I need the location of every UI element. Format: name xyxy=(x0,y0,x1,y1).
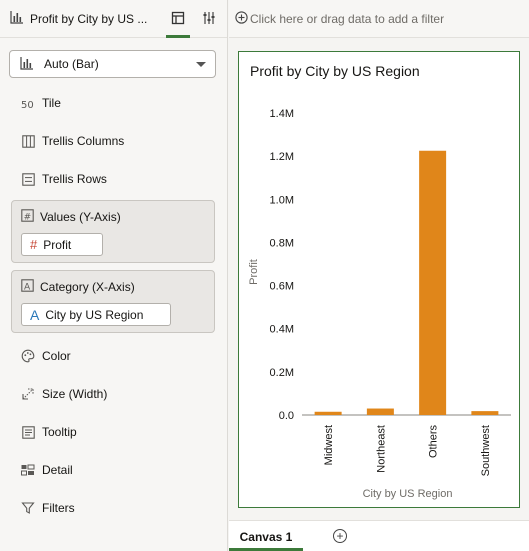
text-box-icon: A xyxy=(21,279,34,295)
filter-placeholder: Click here or drag data to add a filter xyxy=(250,11,445,26)
visualization-card[interactable]: Profit by City by US Region 0.0 0.2M 0.4M 0… xyxy=(238,51,520,508)
grammar-row-label: Size (Width) xyxy=(42,387,108,401)
values-section-label: Values (Y-Axis) xyxy=(40,210,121,224)
add-canvas-button[interactable]: + xyxy=(333,529,347,543)
x-tick-label: Others xyxy=(428,425,440,459)
grammar-row-label: Tooltip xyxy=(42,425,77,439)
grammar-row-trellis-rows[interactable]: Trellis Rows xyxy=(20,169,107,189)
bar-chart: 0.0 0.2M 0.4M 0.6M 0.8M 1.0M 1.2M 1.4M Midwest No… xyxy=(248,108,511,500)
x-tick-label: Midwest xyxy=(323,425,335,465)
y-axis-title: Profit xyxy=(248,259,260,285)
canvas-area: Profit by City by US Region 0.0 0.2M 0.4M 0… xyxy=(229,39,529,520)
visualization-title: Profit by City by US ... xyxy=(30,11,148,26)
funnel-icon xyxy=(20,500,36,516)
y-tick-label: 1.4M xyxy=(270,108,294,120)
canvas-tab-label: Canvas 1 xyxy=(239,529,293,544)
grammar-row-color[interactable]: Color xyxy=(20,346,71,366)
attribute-a-icon: A xyxy=(30,306,40,323)
city-region-pill-label: City by US Region xyxy=(45,307,144,322)
grammar-row-tile[interactable]: 50 Tile xyxy=(20,93,61,113)
canvas-tab-bar: Canvas 1 + xyxy=(229,520,529,551)
x-tick-label: Southwest xyxy=(480,425,492,476)
category-section-label: Category (X-Axis) xyxy=(40,280,135,294)
hash-box-icon: # xyxy=(21,209,34,225)
grammar-row-label: Filters xyxy=(42,501,75,515)
grammar-panel: Profit by City by US ... Auto (Bar) 50 T… xyxy=(0,0,228,551)
grammar-tab[interactable] xyxy=(167,8,189,30)
bar xyxy=(366,408,394,415)
bar xyxy=(471,411,499,415)
grammar-row-size[interactable]: Size (Width) xyxy=(20,384,107,404)
bar-chart-icon xyxy=(10,10,24,27)
add-circle-icon xyxy=(235,10,248,27)
properties-tab[interactable] xyxy=(198,8,220,30)
grammar-row-label: Trellis Rows xyxy=(42,172,107,186)
x-tick-label: Northeast xyxy=(375,425,387,473)
chart-type-dropdown[interactable]: Auto (Bar) xyxy=(9,50,216,78)
y-tick-label: 0.4M xyxy=(270,324,294,336)
size-icon xyxy=(20,386,36,402)
city-region-pill[interactable]: A City by US Region xyxy=(21,303,171,326)
bar xyxy=(314,411,342,415)
panel-header: Profit by City by US ... xyxy=(0,0,227,38)
values-section[interactable]: # Values (Y-Axis) # Profit xyxy=(11,200,215,263)
tab-canvas-1[interactable]: Canvas 1 xyxy=(229,521,303,551)
tooltip-icon xyxy=(20,424,36,440)
grammar-row-label: Trellis Columns xyxy=(42,134,125,148)
grammar-row-label: Detail xyxy=(42,463,73,477)
palette-icon xyxy=(20,348,36,364)
rows-icon xyxy=(20,171,36,187)
measure-hash-icon: # xyxy=(30,237,38,252)
active-tab-indicator xyxy=(166,35,190,38)
profit-pill-label: Profit xyxy=(43,237,72,252)
grammar-row-detail[interactable]: Detail xyxy=(20,460,73,480)
y-tick-label: 1.2M xyxy=(270,151,294,163)
svg-text:#: # xyxy=(24,213,32,223)
grammar-row-filters[interactable]: Filters xyxy=(20,498,75,518)
y-tick-label: 0.0 xyxy=(279,410,294,422)
grammar-row-label: Color xyxy=(42,349,71,363)
grammar-row-label: Tile xyxy=(42,96,61,110)
filter-bar[interactable]: Click here or drag data to add a filter xyxy=(229,0,529,38)
svg-text:A: A xyxy=(24,283,31,293)
bar xyxy=(419,150,447,415)
bar-chart-icon xyxy=(20,56,34,73)
y-tick-label: 1.0M xyxy=(270,194,294,206)
chart-title: Profit by City by US Region xyxy=(250,63,420,79)
active-canvas-indicator xyxy=(229,548,303,551)
y-tick-label: 0.6M xyxy=(270,281,294,293)
chart-type-value: Auto (Bar) xyxy=(44,57,99,71)
columns-icon xyxy=(20,133,36,149)
profit-pill[interactable]: # Profit xyxy=(21,233,103,256)
y-tick-label: 0.8M xyxy=(270,237,294,249)
tile-icon: 50 xyxy=(20,95,36,111)
category-section[interactable]: A Category (X-Axis) A City by US Region xyxy=(11,270,215,333)
chevron-down-icon xyxy=(196,62,206,67)
sliders-icon xyxy=(202,11,216,28)
svg-text:50: 50 xyxy=(21,100,34,109)
detail-icon xyxy=(20,462,36,478)
x-axis-title: City by US Region xyxy=(363,488,453,500)
grammar-row-trellis-columns[interactable]: Trellis Columns xyxy=(20,131,124,151)
grammar-row-tooltip[interactable]: Tooltip xyxy=(20,422,77,442)
y-tick-label: 0.2M xyxy=(270,367,294,379)
plus-icon: + xyxy=(336,529,344,543)
grammar-icon xyxy=(171,11,185,28)
